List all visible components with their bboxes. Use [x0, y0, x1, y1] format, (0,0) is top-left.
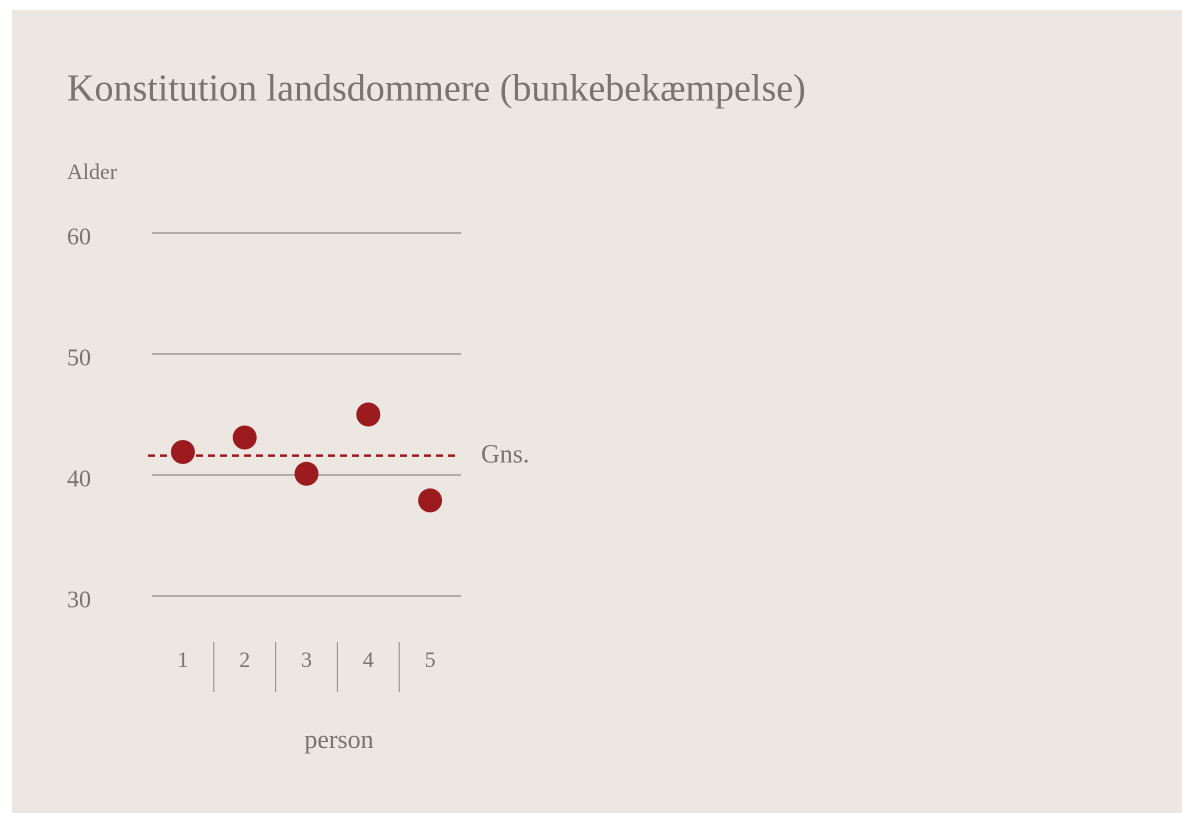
dot: [294, 461, 319, 486]
dot: [356, 402, 381, 427]
x-tick-label: 1: [177, 647, 188, 672]
dot: [170, 440, 195, 465]
x-tick-label: 3: [301, 647, 312, 672]
mean-label: Gns.: [481, 440, 529, 469]
y-tick-label: 30: [67, 588, 91, 614]
x-tick-label: 5: [425, 647, 436, 672]
panel: [12, 10, 1182, 813]
dot: [418, 488, 443, 513]
x-axis-label: person: [304, 725, 373, 754]
y-axis-label: Alder: [67, 159, 118, 184]
y-tick-label: 60: [67, 225, 91, 251]
y-tick-label: 50: [67, 346, 91, 372]
chart-title: Konstitution landsdommere (bunkebekæmpel…: [67, 68, 806, 110]
x-tick-label: 4: [363, 647, 374, 672]
y-tick-label: 40: [67, 467, 91, 493]
x-tick-label: 2: [239, 647, 250, 672]
dot: [232, 425, 257, 450]
